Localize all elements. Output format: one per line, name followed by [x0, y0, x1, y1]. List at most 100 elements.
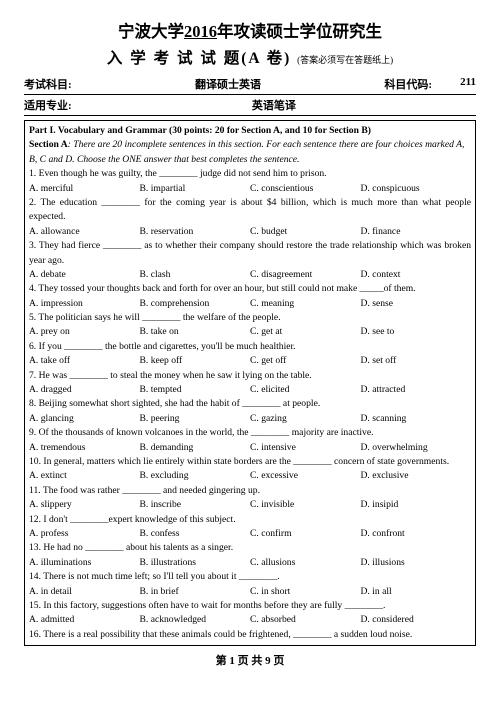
- choice: C. budget: [250, 225, 361, 239]
- choices-row: A. extinctB. excludingC. excessiveD. exc…: [29, 469, 471, 483]
- title-suffix: 年攻读硕士学位研究生: [217, 22, 382, 41]
- choices-row: A. impressionB. comprehensionC. meaningD…: [29, 297, 471, 311]
- question: 2. The education ________ for the coming…: [29, 196, 471, 225]
- choice: B. inscribe: [140, 498, 251, 512]
- choice: B. take on: [140, 325, 251, 339]
- section-a-line: Section A: There are 20 incomplete sente…: [29, 138, 471, 167]
- choices-row: A. tremendousB. demandingC. intensiveD. …: [29, 441, 471, 455]
- choices-row: A. take offB. keep offC. get offD. set o…: [29, 354, 471, 368]
- question: 15. In this factory, suggestions often h…: [29, 599, 471, 613]
- code-value: 211: [432, 76, 476, 92]
- choice: A. prey on: [29, 325, 140, 339]
- choice: D. insipid: [361, 498, 472, 512]
- question: 16. There is a real possibility that the…: [29, 628, 471, 642]
- question: 14. There is not much time left; so I'll…: [29, 570, 471, 584]
- choice: A. slippery: [29, 498, 140, 512]
- question: 5. The politician says he will ________ …: [29, 311, 471, 325]
- choice: B. acknowledged: [140, 613, 251, 627]
- choice: D. conspicuous: [361, 182, 472, 196]
- content-box: Part I. Vocabulary and Grammar (30 point…: [24, 120, 476, 646]
- choice: B. excluding: [140, 469, 251, 483]
- choices-row: A. mercifulB. impartialC. conscientiousD…: [29, 182, 471, 196]
- question: 9. Of the thousands of known volcanoes i…: [29, 426, 471, 440]
- choices-row: A. draggedB. temptedC. elicitedD. attrac…: [29, 383, 471, 397]
- choice: A. allowance: [29, 225, 140, 239]
- choice: A. tremendous: [29, 441, 140, 455]
- choice: C. confirm: [250, 527, 361, 541]
- question: 11. The food was rather ________ and nee…: [29, 484, 471, 498]
- choice: C. absorbed: [250, 613, 361, 627]
- choice: A. glancing: [29, 412, 140, 426]
- choice: A. profess: [29, 527, 140, 541]
- choice: D. exclusive: [361, 469, 472, 483]
- main-title: 宁波大学2016年攻读硕士学位研究生: [24, 18, 476, 42]
- choice: D. in all: [361, 585, 472, 599]
- choice: B. impartial: [140, 182, 251, 196]
- choice: A. impression: [29, 297, 140, 311]
- choice: B. comprehension: [140, 297, 251, 311]
- choice: B. reservation: [140, 225, 251, 239]
- choice: D. see to: [361, 325, 472, 339]
- choice: A. extinct: [29, 469, 140, 483]
- choices-row: A. glancingB. peeringC. gazingD. scannin…: [29, 412, 471, 426]
- question: 13. He had no ________ about his talents…: [29, 541, 471, 555]
- question: 12. I don't ________expert knowledge of …: [29, 513, 471, 527]
- exam-page: 宁波大学2016年攻读硕士学位研究生 入 学 考 试 试 题(A 卷) (答案必…: [0, 0, 500, 668]
- choice: D. finance: [361, 225, 472, 239]
- choice: D. attracted: [361, 383, 472, 397]
- code-label: 科目代码:: [384, 76, 432, 92]
- choice: C. excessive: [250, 469, 361, 483]
- question: 8. Beijing somewhat short sighted, she h…: [29, 397, 471, 411]
- choice: A. take off: [29, 354, 140, 368]
- choice: D. overwhelming: [361, 441, 472, 455]
- choice: B. tempted: [140, 383, 251, 397]
- question-list: 1. Even though he was guilty, the ______…: [29, 167, 471, 642]
- choice: D. set off: [361, 354, 472, 368]
- university-name: 宁波大学: [118, 22, 184, 41]
- page-footer: 第 1 页 共 9 页: [24, 652, 476, 668]
- page-number: 第 1 页 共 9 页: [216, 655, 285, 667]
- choice: C. in short: [250, 585, 361, 599]
- choice: A. in detail: [29, 585, 140, 599]
- section-a-instr: : There are 20 incomplete sentences in t…: [29, 139, 464, 164]
- choice: C. meaning: [250, 297, 361, 311]
- choice: A. merciful: [29, 182, 140, 196]
- choice: D. sense: [361, 297, 472, 311]
- choices-row: A. debateB. clashC. disagreementD. conte…: [29, 268, 471, 282]
- choices-row: A. allowanceB. reservationC. budgetD. fi…: [29, 225, 471, 239]
- subtitle: 入 学 考 试 试 题(A 卷) (答案必须写在答题纸上): [24, 46, 476, 68]
- choice: C. invisible: [250, 498, 361, 512]
- subject-value: 翻译硕士英语: [72, 76, 385, 92]
- exam-year: 2016: [184, 22, 217, 41]
- choices-row: A. in detailB. in briefC. in shortD. in …: [29, 585, 471, 599]
- choice: C. get at: [250, 325, 361, 339]
- choices-row: A. illuminationsB. illustrationsC. allus…: [29, 556, 471, 570]
- question: 3. They had fierce ________ as to whethe…: [29, 239, 471, 268]
- choice: B. clash: [140, 268, 251, 282]
- part-title: Part I. Vocabulary and Grammar (30 point…: [29, 124, 471, 138]
- choice: B. illustrations: [140, 556, 251, 570]
- choice: A. debate: [29, 268, 140, 282]
- question: 10. In general, matters which lie entire…: [29, 455, 471, 469]
- choice: A. illuminations: [29, 556, 140, 570]
- meta-row-2: 适用专业: 英语笔译: [24, 97, 476, 116]
- choice: A. admitted: [29, 613, 140, 627]
- choices-row: A. prey onB. take onC. get atD. see to: [29, 325, 471, 339]
- choice: A. dragged: [29, 383, 140, 397]
- choice: B. keep off: [140, 354, 251, 368]
- choice: C. allusions: [250, 556, 361, 570]
- choice: C. gazing: [250, 412, 361, 426]
- choice: D. considered: [361, 613, 472, 627]
- choice: C. get off: [250, 354, 361, 368]
- choice: B. peering: [140, 412, 251, 426]
- choices-row: A. professB. confessC. confirmD. confron…: [29, 527, 471, 541]
- section-a-label: Section A: [29, 139, 68, 150]
- major-label: 适用专业:: [24, 97, 72, 113]
- choice: B. confess: [140, 527, 251, 541]
- choices-row: A. slipperyB. inscribeC. invisibleD. ins…: [29, 498, 471, 512]
- choice: D. confront: [361, 527, 472, 541]
- choice: D. illusions: [361, 556, 472, 570]
- major-value: 英语笔译: [72, 97, 476, 113]
- question: 1. Even though he was guilty, the ______…: [29, 167, 471, 181]
- choice: C. elicited: [250, 383, 361, 397]
